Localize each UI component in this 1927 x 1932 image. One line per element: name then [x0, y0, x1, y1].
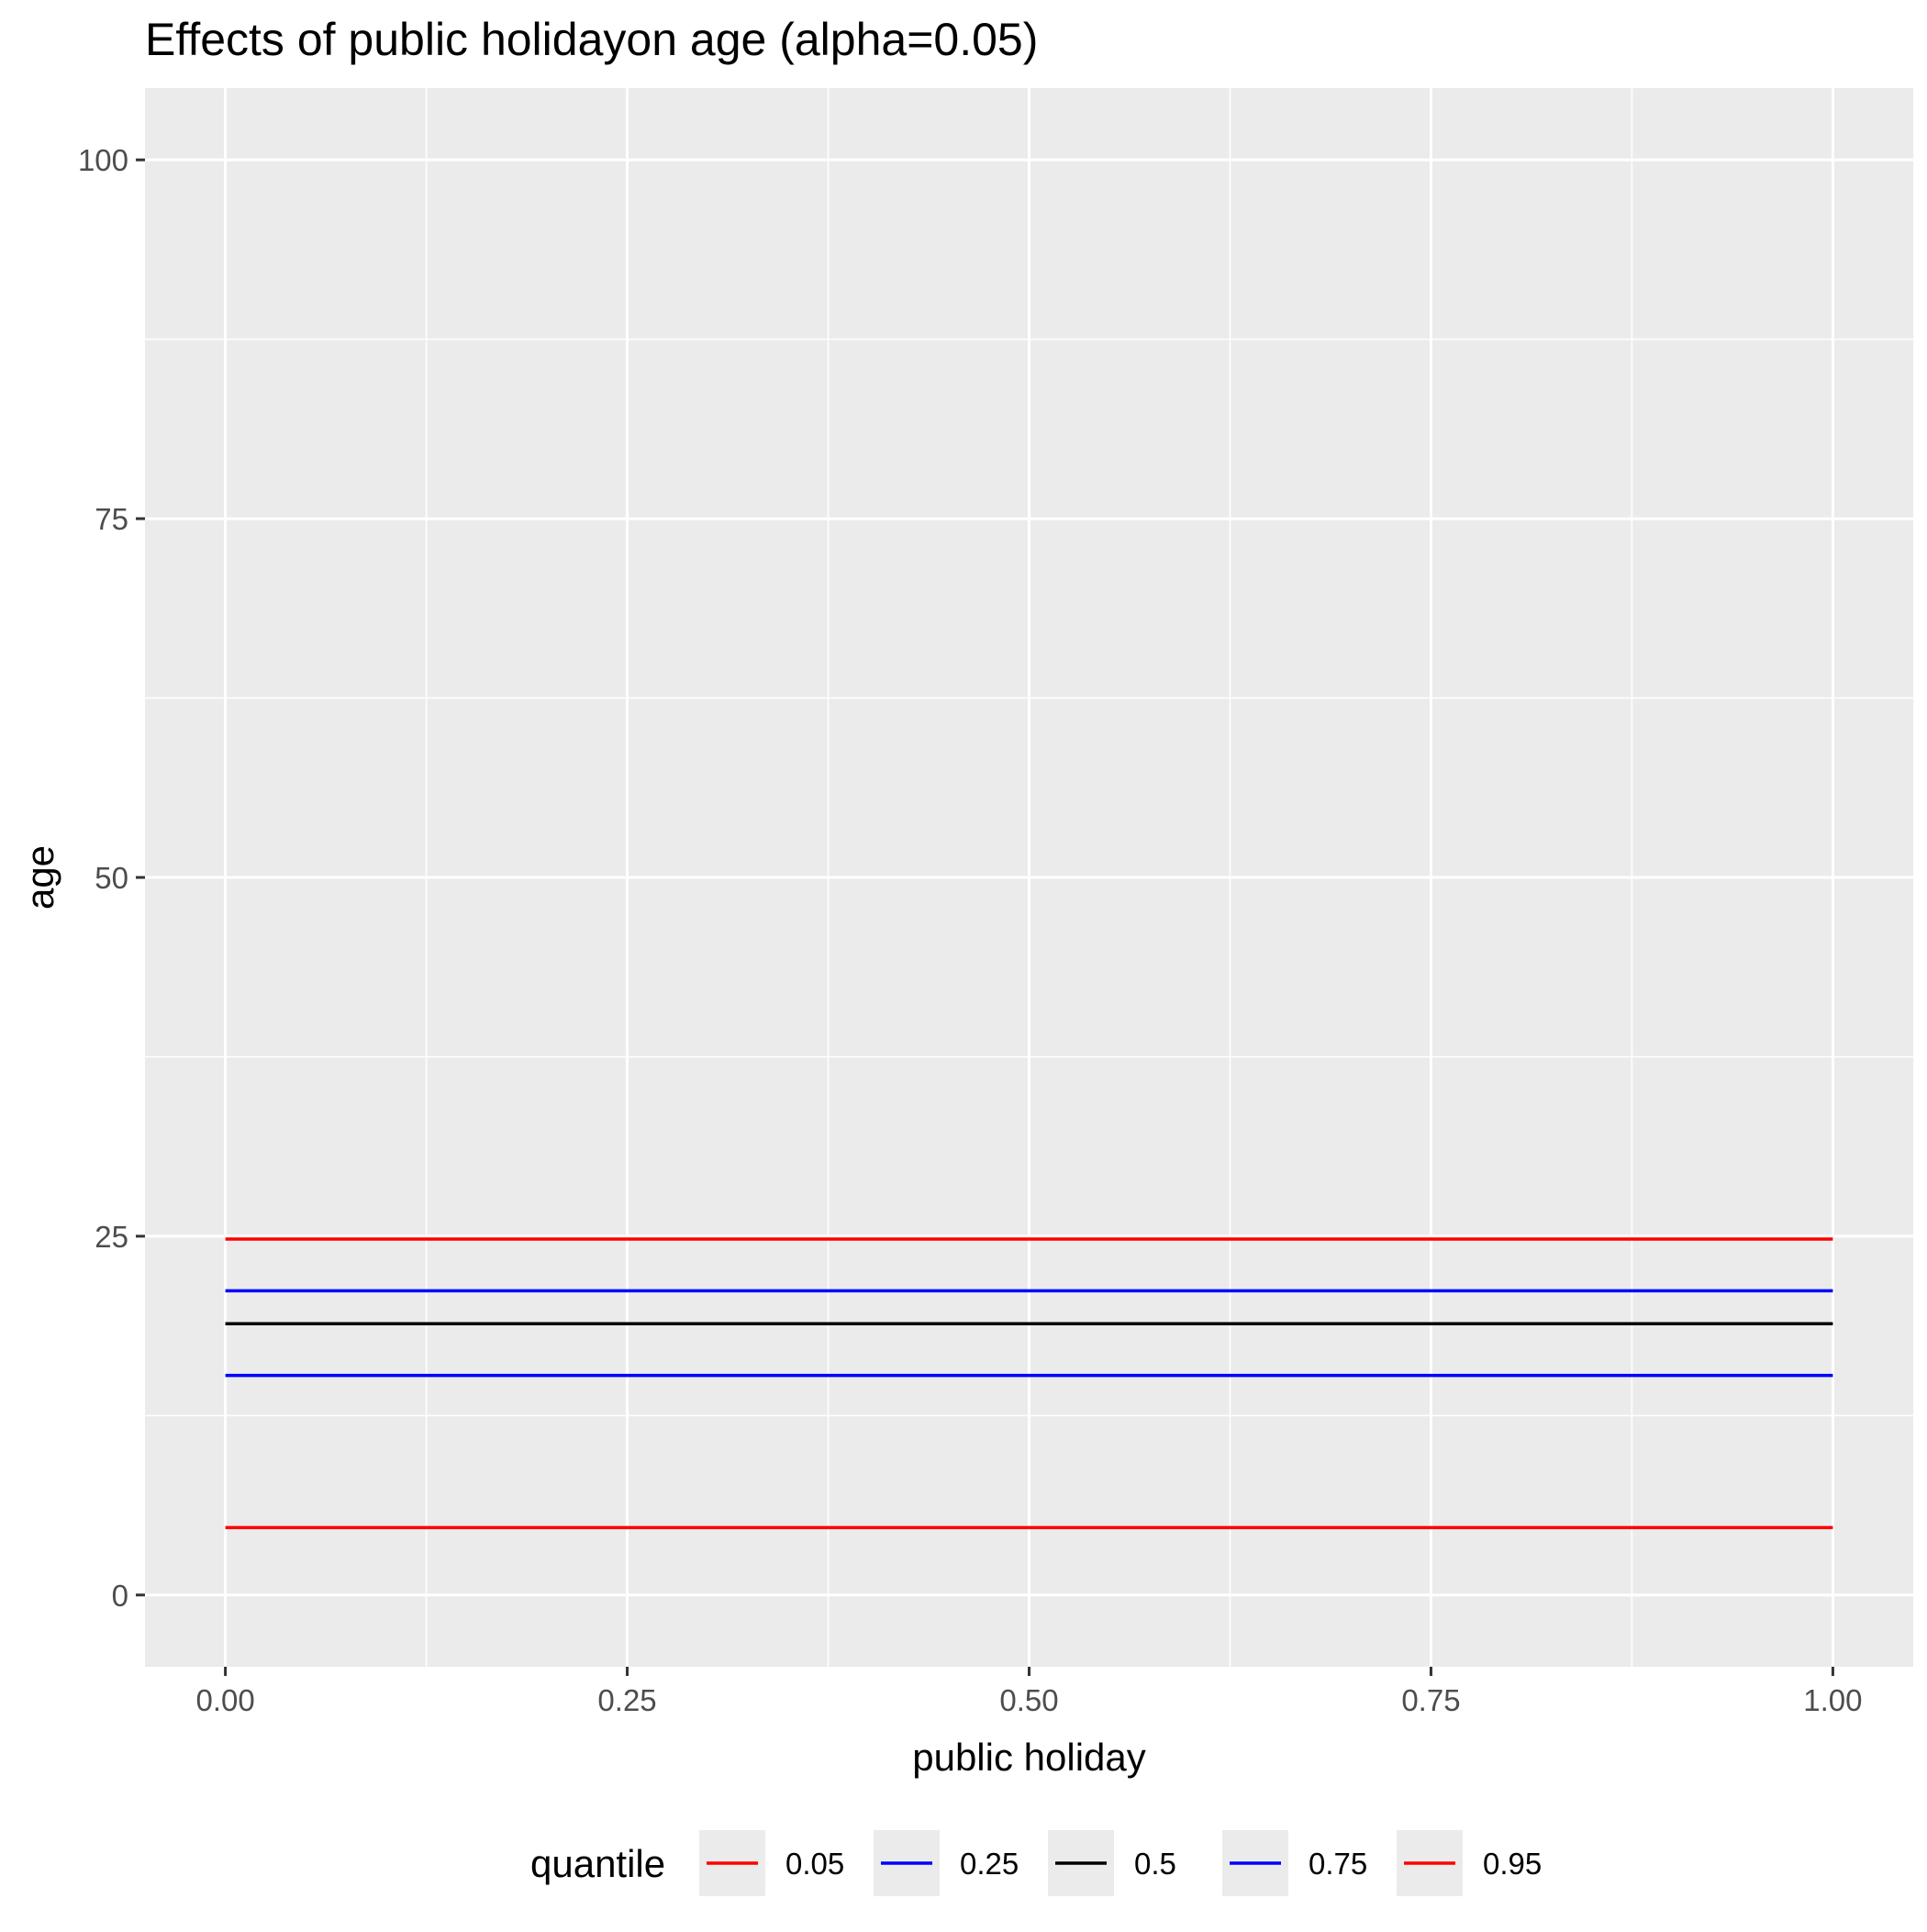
legend-item-0.25: 0.25 — [874, 1830, 1019, 1896]
legend-label: 0.05 — [785, 1847, 844, 1881]
legend-label: 0.25 — [960, 1847, 1019, 1881]
legend-title: quantile — [530, 1842, 665, 1885]
x-axis: 0.00 0.25 0.50 0.75 1.00 — [195, 1667, 1863, 1717]
y-tick-label: 0 — [112, 1579, 128, 1613]
x-tick-label: 0.25 — [597, 1683, 656, 1717]
series-lines — [225, 1237, 1833, 1530]
x-tick-label: 1.00 — [1803, 1683, 1862, 1717]
chart-title: Effects of public holidayon age (alpha=0… — [145, 14, 1038, 65]
legend-item-0.75: 0.75 — [1222, 1830, 1367, 1896]
legend-label: 0.5 — [1134, 1847, 1176, 1881]
y-tick-label: 100 — [78, 143, 128, 177]
x-tick-label: 0.75 — [1401, 1683, 1460, 1717]
legend-label: 0.95 — [1483, 1847, 1542, 1881]
legend-item-0.5: 0.5 — [1048, 1830, 1176, 1896]
major-gridlines — [145, 88, 1913, 1667]
legend-items: 0.05 0.25 0.5 0.75 0.95 — [699, 1830, 1542, 1896]
x-tick-label: 0.00 — [195, 1683, 254, 1717]
y-tick-label: 75 — [95, 502, 128, 536]
x-axis-title: public holiday — [912, 1736, 1146, 1779]
y-axis-title: age — [18, 845, 61, 910]
legend-item-0.05: 0.05 — [699, 1830, 844, 1896]
y-tick-label: 25 — [95, 1220, 128, 1254]
legend-label: 0.75 — [1309, 1847, 1367, 1881]
y-tick-label: 50 — [95, 861, 128, 895]
y-axis: 0 25 50 75 100 — [78, 143, 145, 1613]
x-tick-label: 0.50 — [999, 1683, 1058, 1717]
legend: quantile 0.05 0.25 0.5 0.75 0.95 — [530, 1830, 1542, 1896]
legend-item-0.95: 0.95 — [1397, 1830, 1542, 1896]
